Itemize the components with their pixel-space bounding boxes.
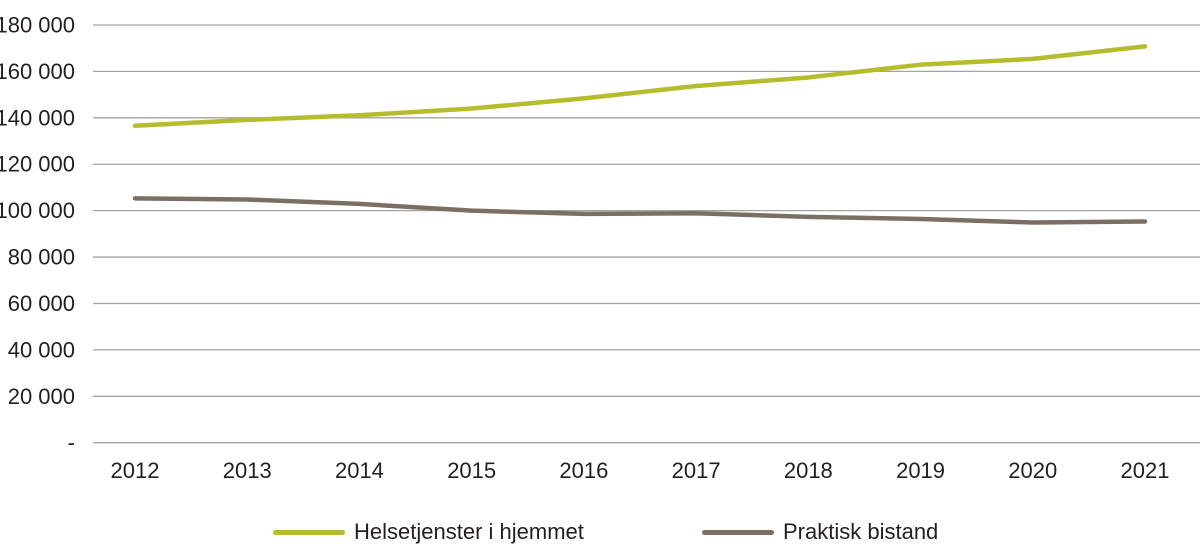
x-axis-tick-label: 2018 <box>784 458 833 483</box>
y-axis-tick-label: 80 000 <box>8 245 75 270</box>
x-axis-tick-label: 2017 <box>672 458 721 483</box>
data-line-series-0 <box>132 44 1148 128</box>
x-axis-tick-label: 2021 <box>1121 458 1170 483</box>
y-axis-tick-label: 20 000 <box>8 384 75 409</box>
x-axis-tick-label: 2020 <box>1008 458 1057 483</box>
y-axis-tick-label: 160 000 <box>0 59 75 84</box>
y-axis-tick-label: - <box>68 430 75 455</box>
legend-line-swatch-green <box>273 529 345 535</box>
y-axis-tick-label: 180 000 <box>0 12 75 37</box>
y-axis-tick-label: 40 000 <box>8 337 75 362</box>
y-axis-tick-label: 120 000 <box>0 152 75 177</box>
x-axis-tick-label: 2015 <box>447 458 496 483</box>
x-axis-tick-label: 2019 <box>896 458 945 483</box>
y-axis-tick-label: 100 000 <box>0 198 75 223</box>
y-axis-tick-label: 60 000 <box>8 291 75 316</box>
legend-label-praktisk-bistand: Praktisk bistand <box>783 519 939 544</box>
y-axis-tick-label: 140 000 <box>0 105 75 130</box>
x-axis-tick-label: 2012 <box>111 458 160 483</box>
x-axis-tick-label: 2016 <box>559 458 608 483</box>
legend-line-swatch-brown <box>702 529 774 535</box>
legend-label-helsetjenester: Helsetjenster i hjemmet <box>354 519 584 544</box>
x-axis-tick-label: 2013 <box>223 458 272 483</box>
x-axis-tick-label: 2014 <box>335 458 384 483</box>
chart-legend: Helsetjenster i hjemmet Praktisk bistand <box>0 517 1200 547</box>
legend-item-helsetjenester: Helsetjenster i hjemmet <box>273 517 584 547</box>
data-line-series-1 <box>132 196 1148 225</box>
legend-item-praktisk-bistand: Praktisk bistand <box>702 517 938 547</box>
